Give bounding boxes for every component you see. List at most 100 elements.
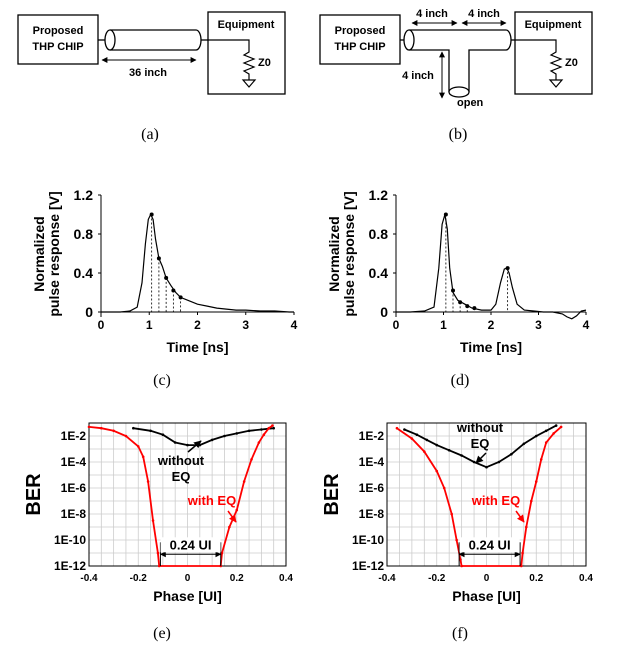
series-with-eq-point	[151, 519, 155, 522]
series-with-eq-point	[157, 564, 161, 568]
y-tick-label: 1E-10	[352, 533, 384, 547]
y-tick-label: 1E-2	[61, 429, 87, 443]
series-with-eq-point	[459, 558, 462, 561]
sample-point	[156, 256, 161, 261]
series-with-eq-point	[435, 469, 439, 473]
sample-point	[149, 212, 154, 217]
series-without-eq-point	[247, 429, 251, 433]
series-without-eq-point	[260, 428, 263, 431]
eye-width-label-bg	[160, 537, 221, 553]
x-tick-label: 0.2	[529, 573, 543, 584]
series-without-eq-point	[435, 443, 439, 447]
y-tick-label: 0.8	[369, 226, 389, 242]
x-tick-label: 1	[146, 318, 153, 332]
diagram-a: Proposed THP CHIP 36 inch Equipment Z0	[17, 11, 286, 95]
y-tick-label: 0.4	[369, 265, 389, 281]
x-axis-title: Time [ns]	[167, 339, 229, 355]
series-with-eq-point	[395, 426, 399, 430]
y-tick-label: 1E-6	[359, 481, 385, 495]
length-stub-label: 4 inch	[402, 70, 434, 82]
series-without-eq-point	[403, 428, 406, 431]
annotation-without-eq-line1: without	[157, 453, 205, 468]
series-without-eq-point	[447, 449, 451, 452]
series-without-eq-point	[223, 434, 226, 438]
sample-point	[178, 295, 183, 300]
x-tick-label: 0	[484, 573, 490, 584]
series-with-eq-point	[544, 441, 548, 444]
series-with-eq-point	[539, 458, 543, 461]
series-line	[396, 214, 587, 320]
series-with-eq-point	[410, 437, 414, 440]
annotation-without-eq-line2: EQ	[471, 436, 490, 451]
x-tick-label: 0.4	[279, 573, 293, 584]
series-without-eq-point	[485, 465, 488, 469]
y-axis-title: BER	[321, 473, 343, 516]
series-with-eq-point	[450, 512, 453, 516]
chart-e: 1E-12 1E-10 1E-8 1E-6 1E-4 1E-2 -0.4 -0.2 0 0.2 0.…	[23, 422, 293, 604]
y-tick-label: 1E-4	[61, 455, 87, 469]
sample-point	[451, 288, 455, 293]
x-tick-label: 1	[440, 318, 447, 332]
x-tick-label: -0.2	[130, 573, 148, 584]
ground-icon	[241, 79, 257, 88]
chart-f: 1E-12 1E-10 1E-8 1E-6 1E-4 1E-2 -0.4 -0.2 0 0.2 0.…	[321, 420, 593, 604]
series-with-eq-point	[267, 426, 271, 430]
x-tick-label: 4	[291, 318, 298, 332]
series-with-eq-point	[124, 434, 128, 438]
series-with-eq-point	[146, 480, 150, 483]
annotation-without-eq-line2: EQ	[172, 469, 191, 484]
caption-b: (b)	[449, 126, 468, 143]
series-with-eq-point	[525, 525, 528, 529]
series-without-eq-point	[173, 441, 177, 444]
caption-e: (e)	[153, 625, 171, 642]
chip-label-line1: Proposed	[335, 25, 386, 37]
x-axis-title: Time [ns]	[460, 339, 522, 355]
x-tick-label: -0.4	[378, 573, 396, 584]
sample-point	[164, 275, 169, 280]
coax-cable	[110, 29, 196, 51]
annotation-with-eq-arrow	[515, 510, 525, 523]
y-tick-label: 1.2	[369, 187, 389, 203]
x-axis-title: Phase [UI]	[452, 588, 520, 604]
y-tick-label: 1E-10	[54, 533, 86, 547]
series-without-eq-line	[133, 427, 274, 447]
series-with-eq-point	[552, 432, 555, 435]
series-with-eq-point	[136, 445, 140, 448]
equipment-box	[207, 11, 286, 95]
x-tick-label: 0	[98, 318, 105, 332]
chart-c: 0 1 2 3 4 0 0.4 0.8 1.2 Time [ns] Normalized pulse …	[31, 187, 298, 355]
series-with-eq-point	[235, 508, 239, 512]
equipment-label: Equipment	[525, 19, 582, 31]
series-with-eq-point	[460, 564, 463, 568]
series-with-eq-point	[534, 480, 538, 483]
eye-width-label: 0.24 UI	[469, 537, 511, 552]
chip-label-line2: THP CHIP	[32, 41, 83, 53]
series-with-eq-point	[228, 525, 231, 529]
y-tick-label: 1E-12	[352, 559, 384, 573]
series-without-eq-point	[522, 442, 526, 446]
series-without-eq-point	[510, 452, 513, 456]
series-with-eq-point	[442, 486, 446, 490]
series-without-eq-point	[210, 438, 214, 442]
series-with-eq-point	[156, 551, 160, 555]
x-tick-label: 3	[242, 318, 249, 332]
series-without-eq-point	[544, 429, 548, 433]
cable-end-left	[403, 29, 415, 51]
length-left-label: 4 inch	[416, 8, 448, 20]
sample-point	[458, 300, 463, 305]
x-tick-label: 0	[185, 573, 191, 584]
x-tick-label: 0.2	[230, 573, 244, 584]
series-without-eq-point	[272, 426, 275, 430]
y-axis-title-line2: pulse response [V]	[46, 191, 62, 316]
coax-cable-end-right	[195, 29, 202, 51]
series-line	[101, 213, 294, 313]
y-tick-label: 1E-2	[359, 429, 385, 443]
x-tick-label: 0.4	[579, 573, 593, 584]
annotation-with-eq: with EQ	[471, 493, 520, 508]
series-without-eq-point	[161, 433, 165, 437]
series-with-eq-point	[250, 458, 253, 461]
series-without-eq-point	[198, 443, 202, 447]
series-without-eq-point	[149, 429, 152, 433]
x-tick-label: 0	[393, 318, 400, 332]
